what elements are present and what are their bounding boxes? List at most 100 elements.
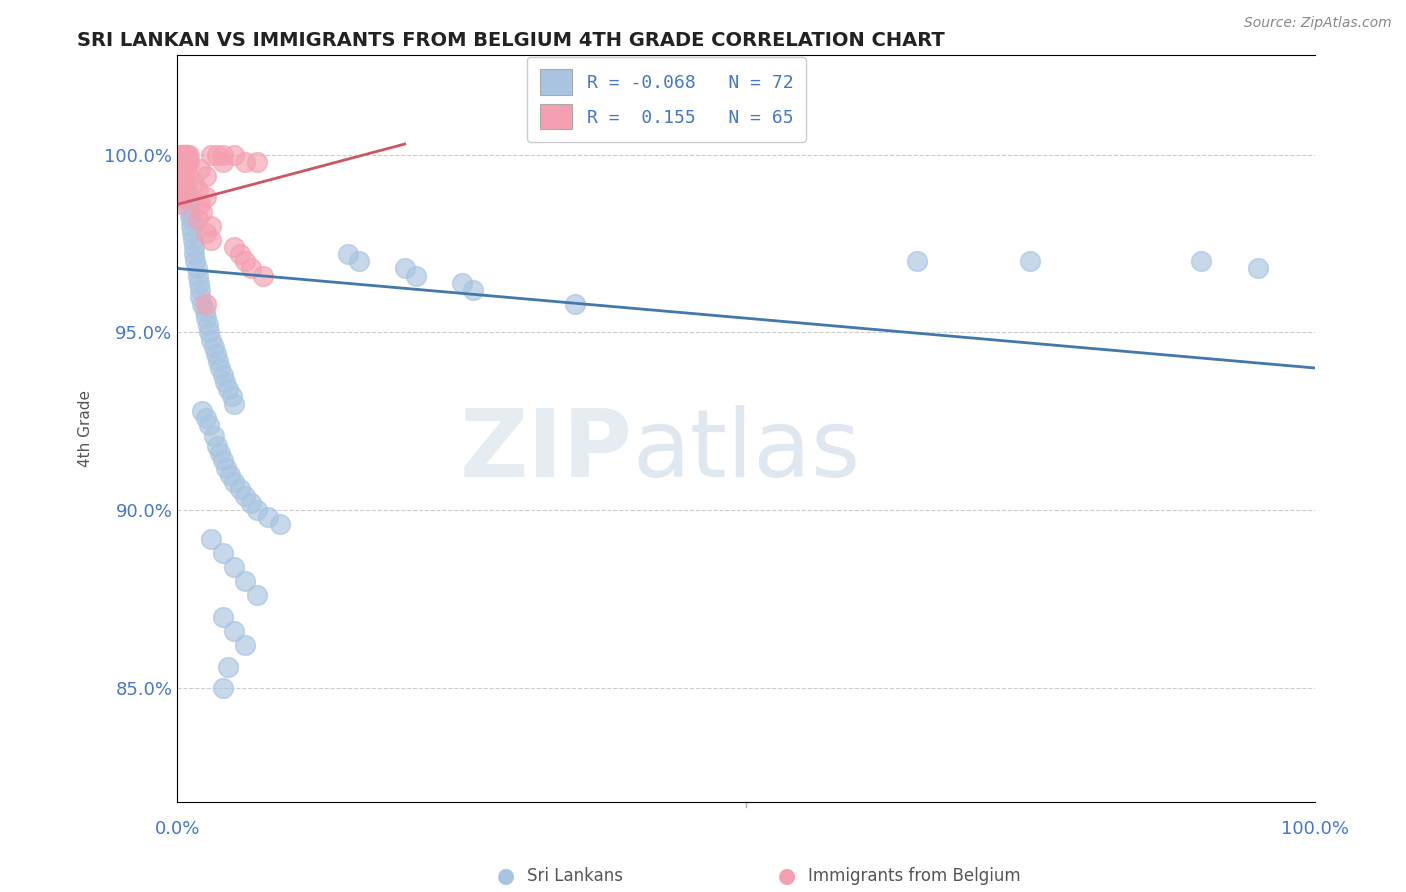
Point	[394, 261, 416, 276]
Point	[235, 254, 257, 268]
Point	[209, 361, 232, 376]
Point	[172, 165, 194, 179]
Point	[191, 403, 214, 417]
Point	[186, 261, 208, 276]
Point	[211, 681, 233, 695]
Point	[172, 147, 194, 161]
Point	[180, 219, 202, 233]
Text: SRI LANKAN VS IMMIGRANTS FROM BELGIUM 4TH GRADE CORRELATION CHART: SRI LANKAN VS IMMIGRANTS FROM BELGIUM 4T…	[77, 31, 945, 50]
Point	[169, 183, 191, 197]
Point	[194, 410, 217, 425]
Point	[205, 347, 228, 361]
Point	[205, 147, 228, 161]
Point	[1189, 254, 1212, 268]
Text: Source: ZipAtlas.com: Source: ZipAtlas.com	[1244, 16, 1392, 30]
Point	[336, 247, 359, 261]
Point	[176, 179, 198, 194]
Point	[184, 254, 207, 268]
Text: 100.0%: 100.0%	[1281, 821, 1348, 838]
Point	[173, 147, 195, 161]
Point	[211, 610, 233, 624]
Point	[172, 154, 194, 169]
Point	[246, 503, 269, 517]
Point	[211, 368, 233, 383]
Point	[188, 290, 211, 304]
Point	[172, 154, 194, 169]
Point	[194, 190, 217, 204]
Point	[176, 161, 198, 176]
Point	[188, 283, 211, 297]
Point	[176, 147, 198, 161]
Point	[235, 154, 257, 169]
Point	[211, 147, 233, 161]
Point	[187, 268, 209, 283]
Point	[191, 204, 214, 219]
Point	[200, 147, 222, 161]
Point	[224, 240, 246, 254]
Point	[180, 211, 202, 226]
Point	[191, 297, 214, 311]
Point	[194, 311, 217, 326]
Point	[169, 154, 191, 169]
Point	[1019, 254, 1042, 268]
Point	[177, 147, 200, 161]
Point	[174, 154, 197, 169]
Point	[197, 318, 219, 333]
Point	[235, 638, 257, 652]
Point	[269, 517, 291, 532]
Point	[170, 183, 193, 197]
Text: Sri Lankans: Sri Lankans	[527, 867, 623, 885]
Point	[200, 233, 222, 247]
Point	[179, 208, 201, 222]
Point	[246, 589, 269, 603]
Point	[169, 161, 191, 176]
Point	[246, 154, 269, 169]
Point	[177, 201, 200, 215]
Point	[188, 197, 211, 211]
Point	[200, 219, 222, 233]
Point	[905, 254, 928, 268]
Point	[211, 453, 233, 467]
Point	[176, 147, 198, 161]
Point	[198, 326, 221, 340]
Point	[240, 261, 263, 276]
Point	[187, 183, 209, 197]
Point	[198, 417, 221, 432]
Point	[169, 147, 191, 161]
Point	[224, 396, 246, 410]
Point	[218, 467, 240, 482]
Text: Immigrants from Belgium: Immigrants from Belgium	[808, 867, 1021, 885]
Point	[170, 147, 193, 161]
Point	[235, 489, 257, 503]
Point	[183, 240, 205, 254]
Point	[170, 169, 193, 183]
Point	[207, 354, 229, 368]
Point	[183, 247, 205, 261]
Point	[217, 382, 239, 396]
Point	[221, 389, 243, 403]
Point	[176, 154, 198, 169]
Point	[194, 297, 217, 311]
Point	[176, 154, 198, 169]
Point	[174, 172, 197, 186]
Point	[176, 186, 198, 201]
Point	[252, 268, 274, 283]
Point	[209, 446, 232, 460]
Point	[224, 147, 246, 161]
Point	[181, 233, 204, 247]
Point	[224, 560, 246, 574]
Point	[257, 510, 280, 524]
Point	[172, 176, 194, 190]
Point	[450, 276, 472, 290]
Point	[173, 154, 195, 169]
Point	[240, 496, 263, 510]
Point	[170, 190, 193, 204]
Text: ●: ●	[498, 866, 515, 886]
Text: atlas: atlas	[633, 405, 860, 497]
Point	[200, 532, 222, 546]
Point	[194, 169, 217, 183]
Point	[564, 297, 586, 311]
Text: ●: ●	[779, 866, 796, 886]
Legend: R = -0.068   N = 72, R =  0.155   N = 65: R = -0.068 N = 72, R = 0.155 N = 65	[527, 57, 806, 142]
Point	[173, 169, 195, 183]
